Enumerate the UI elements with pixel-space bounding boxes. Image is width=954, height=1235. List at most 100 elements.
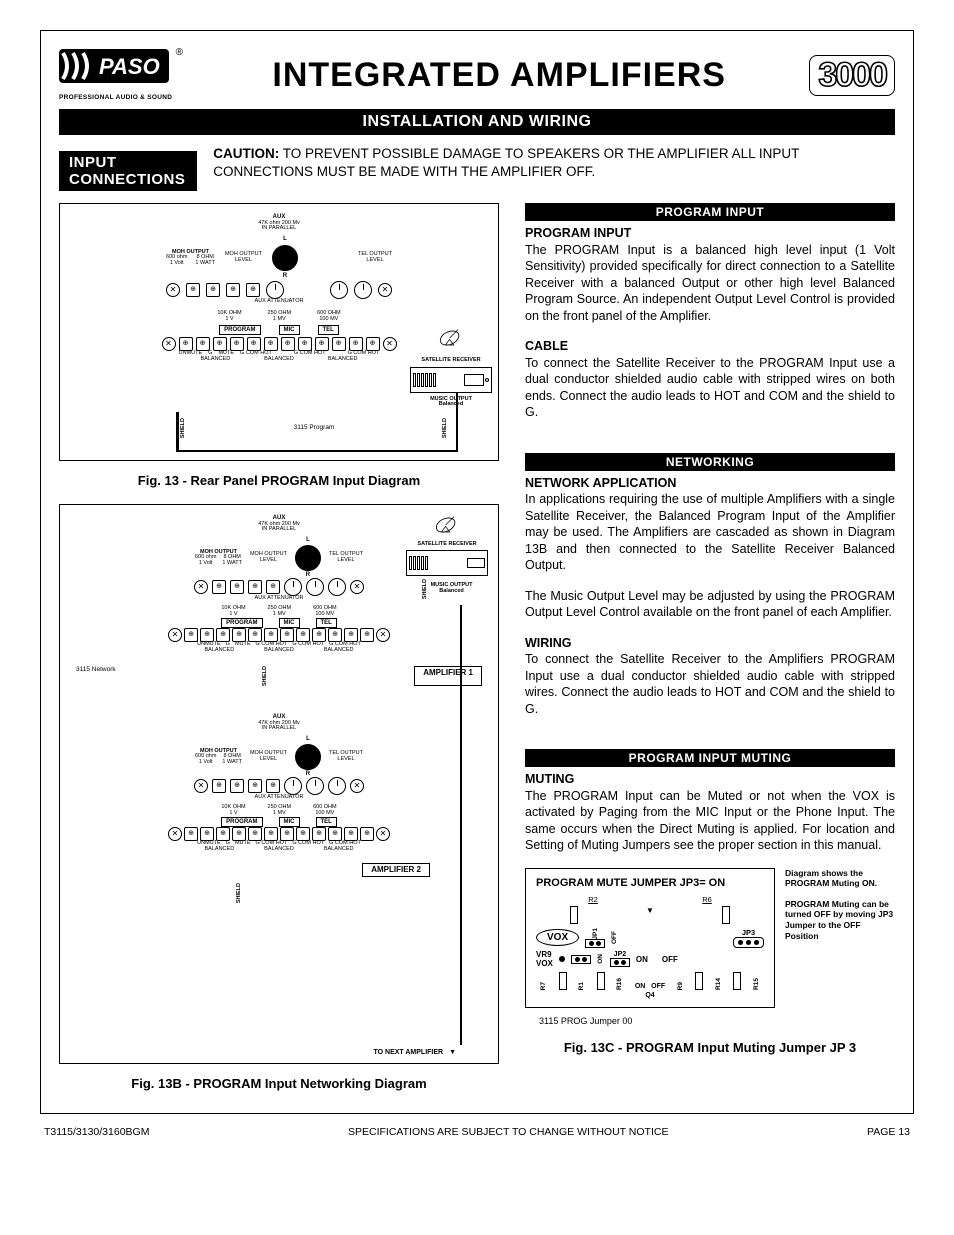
- networking-bar: NETWORKING: [525, 453, 895, 471]
- knob-icon: [328, 578, 346, 596]
- terminal-icon: ⊕: [184, 827, 198, 841]
- terminal-icon: ⊕: [216, 628, 230, 642]
- wire-icon: [176, 450, 458, 453]
- jp3-label: JP3: [733, 928, 764, 937]
- screw-icon: ✕: [162, 337, 176, 351]
- network-body-1: In applications requiring the use of mul…: [525, 492, 895, 572]
- network-app-section: NETWORK APPLICATION In applications requ…: [525, 475, 895, 574]
- screw-icon: ✕: [194, 779, 208, 793]
- terminal-icon: ⊕: [366, 337, 380, 351]
- input-connections-label: INPUT CONNECTIONS: [59, 151, 197, 191]
- balanced-label: BALANCED: [264, 847, 294, 853]
- l-knob-icon: [272, 245, 298, 271]
- vr9-label: VR9: [536, 950, 553, 959]
- r14-label: R14: [715, 978, 722, 990]
- r3: 600 OHM 100 MV: [313, 805, 337, 817]
- screw-icon: ✕: [194, 580, 208, 594]
- mute-label: MUTE: [235, 841, 251, 847]
- cable-section: CABLE To connect the Satellite Receiver …: [525, 338, 895, 421]
- balanced-label: BALANCED: [324, 648, 354, 654]
- balanced-label: BALANCED: [201, 357, 231, 363]
- caution-lead: CAUTION:: [213, 146, 279, 161]
- two-column-layout: AUX 47K ohm 200 Mv IN PARALLEL MOH OUTPU…: [59, 203, 895, 1107]
- screw-icon: ✕: [350, 580, 364, 594]
- moh-spec-1: 600 ohm 1 Volt: [195, 555, 216, 567]
- terminal-icon: ⊕: [281, 337, 295, 351]
- fig13c-caption: Fig. 13C - PROGRAM Input Muting Jumper J…: [525, 1040, 895, 1055]
- terminal-icon: ⊕: [264, 337, 278, 351]
- knob-icon: [330, 281, 348, 299]
- jumper-side-text: Diagram shows the PROGRAM Muting ON. PRO…: [785, 868, 895, 942]
- caution-body: TO PREVENT POSSIBLE DAMAGE TO SPEAKERS O…: [213, 146, 799, 179]
- r2-label: R2: [588, 895, 598, 904]
- terminal-icon: ⊕: [230, 779, 244, 793]
- muting-section: MUTING The PROGRAM Input can be Muted or…: [525, 771, 895, 854]
- tel-out-level: TEL OUTPUT LEVEL: [329, 552, 363, 564]
- satellite-dish-icon: [437, 324, 465, 352]
- balanced-label: BALANCED: [324, 847, 354, 853]
- svg-text:PASO: PASO: [99, 54, 160, 79]
- tel-group: TEL: [318, 325, 339, 336]
- terminal-icon: ⊕: [200, 628, 214, 642]
- terminal-icon: ⊕: [332, 337, 346, 351]
- terminal-icon: ⊕: [280, 827, 294, 841]
- jumper-pin-icon: [571, 955, 591, 964]
- wire-icon: [456, 392, 459, 452]
- screw-icon: ✕: [350, 779, 364, 793]
- terminal-icon: ⊕: [264, 628, 278, 642]
- moh-spec-1: 600 ohm 1 Volt: [195, 754, 216, 766]
- terminal-icon: ⊕: [230, 580, 244, 594]
- sat-receiver-icon: [406, 550, 488, 576]
- moh-spec-2: 8 OHM 1 WATT: [222, 555, 242, 567]
- terminal-icon: ⊕: [248, 779, 262, 793]
- resistor-icon: [559, 972, 567, 990]
- terminal-icon: ⊕: [264, 827, 278, 841]
- on-label: ON: [597, 954, 604, 964]
- shield-label: SHIELD: [442, 418, 448, 438]
- page: PASO ® PROFESSIONAL AUDIO & SOUND INTEGR…: [40, 30, 914, 1114]
- mic-group: MIC: [279, 325, 300, 336]
- moh-out-level: MOH OUTPUT LEVEL: [250, 751, 287, 763]
- screw-icon: ✕: [378, 283, 392, 297]
- figure-13: AUX 47K ohm 200 Mv IN PARALLEL MOH OUTPU…: [59, 203, 499, 461]
- tel-out-level: TEL OUTPUT LEVEL: [358, 252, 392, 264]
- l-label: L: [306, 736, 310, 743]
- paso-logo: PASO ® PROFESSIONAL AUDIO & SOUND: [59, 49, 189, 101]
- main-title: INTEGRATED AMPLIFIERS: [189, 56, 809, 95]
- figure-13c: PROGRAM MUTE JUMPER JP3= ON R2 R6 ▼ VOX: [525, 868, 775, 1009]
- dot-icon: [559, 956, 565, 962]
- mic-group: MIC: [279, 817, 300, 828]
- aux-spec: 47K ohm 200 Mv IN PARALLEL: [68, 221, 490, 233]
- terminal-icon: ⊕: [248, 580, 262, 594]
- moh-out-level: MOH OUTPUT LEVEL: [250, 552, 287, 564]
- program-note: 3115 Program: [186, 424, 442, 431]
- r2: 250 OHM 1 MV: [268, 805, 292, 817]
- shield-label: SHIELD: [262, 666, 268, 686]
- resistor-icon: [570, 906, 578, 924]
- on-label: ON: [635, 983, 646, 990]
- music-out-label: MUSIC OUTPUT Balanced: [431, 583, 473, 595]
- r2: 250 OHM 1 MV: [268, 606, 292, 618]
- screw-icon: ✕: [166, 283, 180, 297]
- r-label: R: [306, 771, 310, 778]
- terminal-icon: ⊕: [212, 580, 226, 594]
- l-knob-icon: [295, 545, 321, 571]
- left-column: AUX 47K ohm 200 Mv IN PARALLEL MOH OUTPU…: [59, 203, 499, 1107]
- cable-heading: CABLE: [525, 338, 895, 355]
- terminal-icon: ⊕: [280, 628, 294, 642]
- wiring-heading: WIRING: [525, 635, 895, 652]
- resistor-icon: [733, 972, 741, 990]
- mic-group: MIC: [279, 618, 300, 629]
- terminal-icon: ⊕: [179, 337, 193, 351]
- moh-spec-2: 8 OHM 1 WATT: [195, 255, 215, 267]
- aux-atten: AUX ATTENUATOR: [68, 299, 490, 305]
- q4-label: Q4: [536, 992, 764, 999]
- mute-label: MUTE: [235, 642, 251, 648]
- terminal-icon: ⊕: [266, 779, 280, 793]
- network-body-2: The Music Output Level may be adjusted b…: [525, 588, 895, 621]
- jumper-pin-icon: [610, 958, 630, 967]
- terminal-icon: ⊕: [344, 827, 358, 841]
- vox2-label: VOX: [536, 959, 553, 968]
- screw-icon: ✕: [383, 337, 397, 351]
- screw-icon: ✕: [168, 827, 182, 841]
